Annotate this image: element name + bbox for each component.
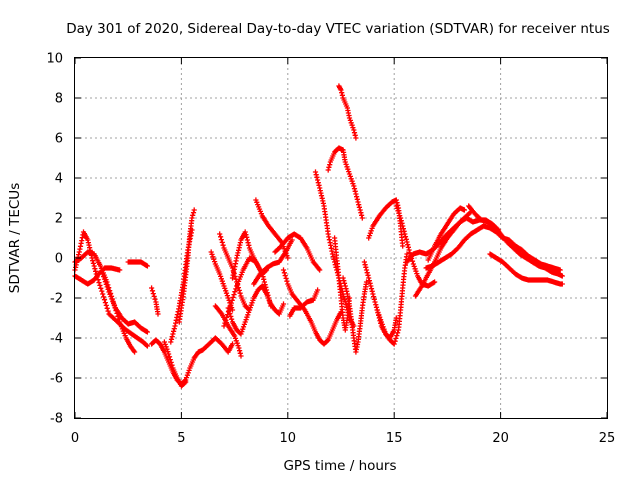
x-axis-label: GPS time / hours: [283, 458, 396, 474]
marker-path-0: [72, 229, 150, 349]
series-arc-13: [212, 303, 244, 359]
marker-path-4: [125, 259, 150, 269]
marker-path-18: [272, 231, 323, 273]
series-arc-35: [466, 203, 565, 279]
grid-lines: [75, 58, 607, 418]
series-arc-5: [125, 259, 150, 269]
marker-path-12: [212, 303, 244, 359]
series-arc-25: [340, 275, 370, 355]
series-arc-8: [161, 339, 189, 389]
marker-path-28: [374, 251, 410, 347]
series-arc-26: [332, 235, 353, 333]
series-arc-4: [100, 271, 150, 335]
y-tick-label: 4: [55, 172, 63, 187]
series-arc-18: [251, 237, 295, 287]
series-arc-1: [72, 229, 150, 349]
axis-ticks: 0 5 10 15 20 25 -8 -6 -4 -2 0 2 4 6 8 10: [46, 52, 615, 447]
x-tick-label: 10: [280, 431, 297, 446]
x-tick-label: 0: [71, 431, 79, 446]
marker-path-20: [287, 287, 321, 319]
marker-path-32: [425, 205, 467, 263]
series-arc-36: [487, 251, 565, 287]
marker-path-19: [280, 267, 344, 347]
series-arc-27: [361, 259, 399, 341]
x-tick-label: 20: [492, 431, 509, 446]
series-arc-21: [287, 287, 321, 319]
marker-path-9: [168, 227, 195, 345]
y-axis-label: SDTVAR / TECUs: [7, 183, 23, 293]
marker-path-5: [149, 285, 161, 317]
marker-path-23: [336, 83, 359, 141]
marker-path-24: [340, 275, 370, 355]
y-tick-label: -8: [50, 412, 63, 427]
marker-path-25: [332, 235, 353, 333]
series-arc-7: [149, 335, 236, 387]
marker-path-17: [251, 237, 295, 287]
series-arc-29: [374, 251, 410, 347]
y-tick-label: 0: [55, 252, 63, 267]
data-points: [72, 83, 565, 389]
series-arc-10: [168, 227, 195, 345]
y-tick-label: -6: [50, 372, 63, 387]
series-arc-19: [272, 231, 323, 273]
marker-path-6: [149, 335, 236, 387]
y-tick-label: -4: [50, 332, 63, 347]
x-tick-label: 5: [177, 431, 185, 446]
plot-frame: [74, 57, 608, 419]
series-arc-33: [425, 205, 467, 263]
series-arc-24: [336, 83, 359, 141]
y-tick-label: 2: [55, 212, 63, 227]
series-arc-23: [325, 145, 365, 221]
y-tick-label: 8: [55, 92, 63, 107]
series-arc-6: [149, 285, 161, 317]
series-arc-20: [280, 267, 344, 347]
y-tick-label: 6: [55, 132, 63, 147]
x-tick-label: 15: [386, 431, 403, 446]
marker-path-7: [161, 339, 189, 389]
marker-path-3: [100, 271, 150, 335]
y-tick-label: -2: [50, 292, 63, 307]
marker-path-34: [466, 203, 565, 279]
marker-path-26: [361, 259, 399, 341]
y-tick-label: 10: [46, 52, 63, 67]
marker-path-35: [487, 251, 565, 287]
x-tick-label: 25: [599, 431, 616, 446]
chart-title: Day 301 of 2020, Sidereal Day-to-day VTE…: [66, 21, 610, 37]
marker-path-22: [325, 145, 365, 221]
